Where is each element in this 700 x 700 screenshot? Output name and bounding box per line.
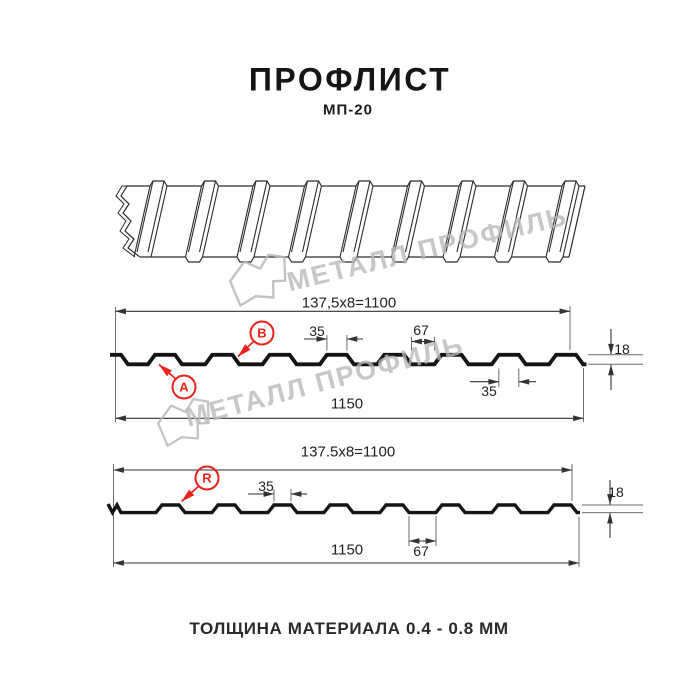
dim-full-width-1150-ab: 1150 [330,395,364,413]
profile-cross-section-r [106,501,580,517]
dim-height-18-r: 18 [608,484,624,500]
dim-rib-top-35-r: 35 [258,478,274,494]
sheet-bottom-edge [140,256,569,263]
metall-profil-logo-watermark [228,253,287,307]
sheet-right-edge [568,185,586,258]
material-thickness-note: ТОЛЩИНА МАТЕРИАЛА 0.4 - 0.8 ММ [189,619,509,638]
side-a-marker: A [171,374,197,400]
section-ab-dimension-arrows [115,308,614,422]
red-leader-lines [158,339,256,503]
perspective-view [115,180,586,263]
dim-valley-67-r: 67 [413,543,429,559]
side-r-marker: R [194,465,220,491]
dim-rib-top-35-ab: 35 [309,323,325,339]
dim-working-width-formula-r: 137.5x8=1100 [300,443,396,461]
section-r-dimensions [113,464,643,567]
profile-model-subtitle: МП-20 [323,101,373,119]
sheet-cut-edge-thickness [115,185,136,258]
dim-full-width-1150-r: 1150 [330,541,364,559]
section-r-dimension-arrows [113,467,613,566]
dim-rib-top-35-lower-ab: 35 [481,383,497,399]
dim-valley-67-ab: 67 [413,322,429,338]
page-title: ПРОФЛИСТ [248,61,452,98]
profile-cross-section-ab [110,352,587,367]
sheet-top-edge [127,180,585,187]
metall-profil-logo-watermark [157,397,210,447]
sheet-cut-edge [120,185,141,258]
dim-working-width-formula-ab: 137,5x8=1100 [301,294,397,312]
dim-height-18-ab: 18 [614,341,630,357]
side-b-marker: B [249,320,275,346]
